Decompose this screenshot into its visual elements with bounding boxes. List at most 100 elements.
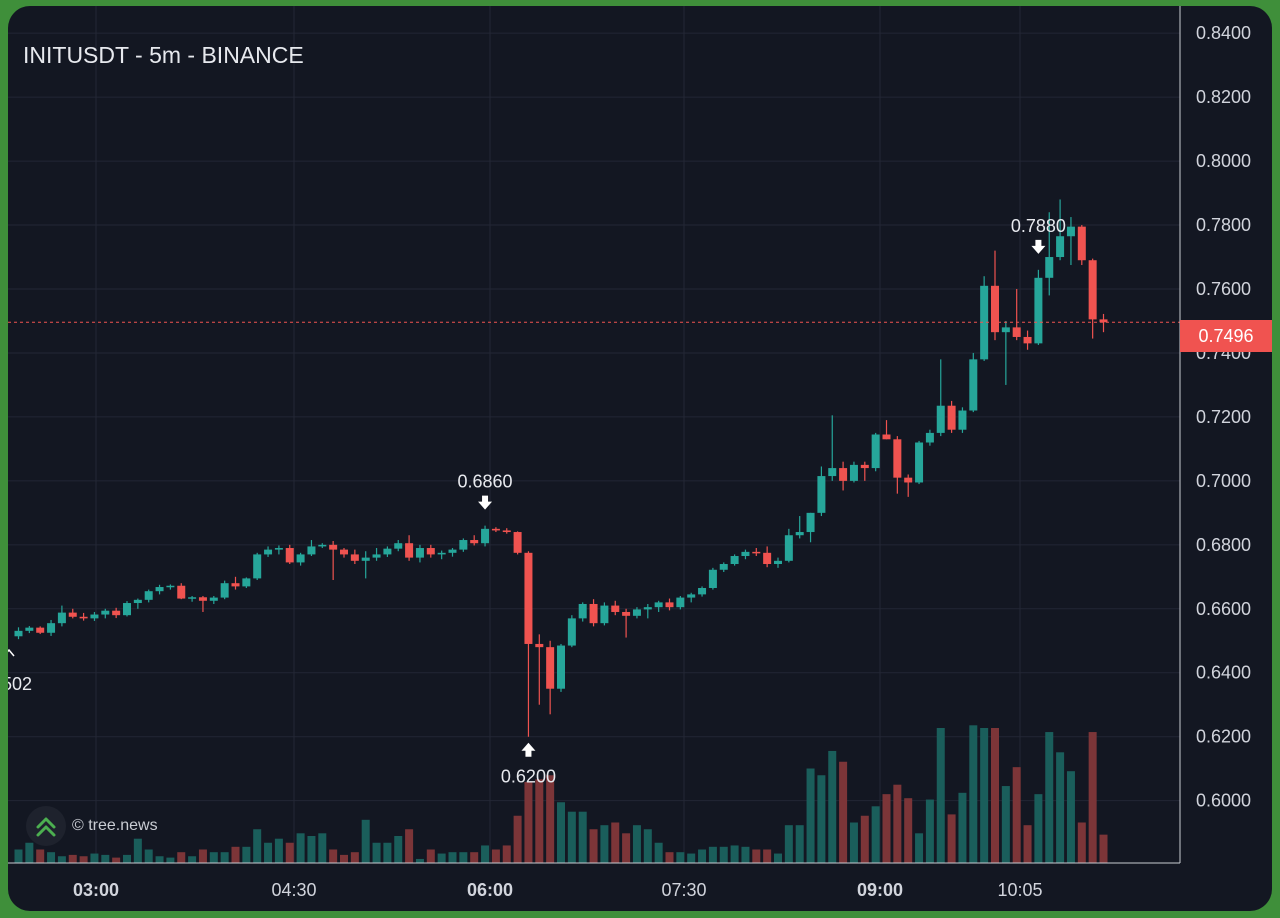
candle-body bbox=[1077, 226, 1086, 261]
volume-bar bbox=[687, 853, 696, 863]
candle-body bbox=[372, 554, 381, 558]
candle-body bbox=[567, 618, 576, 646]
high-annotation-label: 0.7880 bbox=[1011, 216, 1066, 236]
candle-body bbox=[340, 549, 348, 555]
volume-bar bbox=[14, 849, 23, 863]
volume-bar bbox=[860, 815, 869, 863]
candle-body bbox=[361, 557, 370, 561]
candle-body bbox=[632, 609, 641, 616]
candle-body bbox=[57, 612, 66, 624]
candle-body bbox=[274, 548, 283, 550]
volume-bars bbox=[14, 725, 1108, 863]
volume-bar bbox=[1034, 794, 1043, 863]
candle-body bbox=[166, 585, 175, 588]
candle-body bbox=[828, 468, 837, 477]
candle-body bbox=[177, 585, 186, 599]
candle-body bbox=[144, 591, 153, 600]
volume-bar bbox=[600, 825, 609, 863]
candle-body bbox=[958, 410, 967, 430]
candle-body bbox=[730, 556, 739, 565]
candle-body bbox=[383, 548, 392, 555]
volume-bar bbox=[741, 846, 750, 863]
candle-body bbox=[752, 551, 761, 554]
annotations: 0.6860 0.6200 0.7880 502 bbox=[8, 216, 1066, 787]
candle-body bbox=[578, 603, 587, 619]
volume-bar bbox=[177, 852, 186, 863]
candle-body bbox=[611, 605, 620, 612]
volume-bar bbox=[752, 849, 761, 863]
volume-bar bbox=[1023, 825, 1032, 863]
candle-body bbox=[698, 587, 707, 595]
candle-body bbox=[1012, 327, 1021, 337]
volume-bar bbox=[654, 842, 663, 863]
candle-body bbox=[817, 476, 826, 513]
volume-bar bbox=[665, 852, 674, 863]
y-tick-label: 0.6600 bbox=[1196, 599, 1251, 619]
volume-bar bbox=[68, 854, 77, 863]
y-tick-label: 0.7800 bbox=[1196, 215, 1251, 235]
volume-bar bbox=[904, 798, 913, 863]
volume-bar bbox=[991, 728, 999, 863]
candle-body bbox=[546, 647, 555, 689]
candle-body bbox=[220, 583, 229, 598]
volume-bar bbox=[459, 852, 468, 863]
candle-body bbox=[1001, 327, 1010, 333]
candle-body bbox=[1045, 257, 1054, 278]
volume-bar bbox=[36, 849, 45, 863]
volume-bar bbox=[643, 829, 652, 863]
candle-body bbox=[589, 603, 598, 624]
volume-bar bbox=[491, 849, 500, 863]
volume-bar bbox=[372, 842, 381, 863]
x-tick-label: 07:30 bbox=[661, 880, 706, 900]
grid bbox=[8, 6, 1180, 863]
volume-bar bbox=[774, 853, 782, 863]
volume-bar bbox=[513, 815, 522, 863]
volume-bar bbox=[112, 857, 121, 863]
volume-bar bbox=[405, 829, 414, 863]
volume-bar bbox=[318, 833, 327, 863]
candle-body bbox=[1066, 226, 1075, 237]
candle-body bbox=[882, 434, 891, 440]
candle-body bbox=[535, 643, 544, 648]
candle-body bbox=[36, 627, 45, 633]
x-tick-label: 10:05 bbox=[997, 880, 1042, 900]
volume-bar bbox=[1066, 771, 1075, 863]
candle-body bbox=[600, 605, 609, 624]
chart-title: INITUSDT - 5m - BINANCE bbox=[23, 42, 304, 68]
volume-bar bbox=[969, 725, 978, 863]
volume-bar bbox=[274, 838, 283, 863]
volume-bar bbox=[589, 829, 598, 863]
volume-bar bbox=[611, 822, 620, 863]
volume-bar bbox=[980, 728, 989, 863]
volume-bar bbox=[383, 842, 392, 863]
volume-bar bbox=[25, 842, 34, 863]
volume-bar bbox=[1077, 822, 1086, 863]
axes: 0.84000.82000.80000.78000.76000.74000.72… bbox=[8, 6, 1251, 900]
candle-body bbox=[448, 549, 457, 553]
candle-body bbox=[980, 285, 989, 360]
volume-bar bbox=[784, 825, 793, 863]
candle-body bbox=[68, 612, 77, 617]
candle-body bbox=[350, 554, 359, 561]
volume-bar bbox=[1099, 834, 1108, 863]
volume-bar bbox=[231, 846, 240, 863]
candle-body bbox=[643, 607, 652, 610]
volume-bar bbox=[329, 849, 338, 863]
down-arrow-icon bbox=[1031, 239, 1046, 254]
candle-body bbox=[415, 548, 424, 558]
candle-body bbox=[991, 285, 999, 333]
x-tick-label: 03:00 bbox=[73, 880, 119, 900]
volume-bar bbox=[209, 852, 218, 863]
candlestick-chart[interactable]: 0.84000.82000.80000.78000.76000.74000.72… bbox=[8, 6, 1272, 911]
volume-bar bbox=[632, 825, 641, 863]
volume-bar bbox=[264, 842, 273, 863]
x-tick-label: 04:30 bbox=[271, 880, 316, 900]
volume-bar bbox=[698, 849, 707, 863]
candle-body bbox=[676, 597, 685, 608]
volume-bar bbox=[285, 842, 294, 863]
volume-bar bbox=[676, 852, 685, 863]
volume-bar bbox=[1045, 732, 1054, 863]
current-price-label: 0.7496 bbox=[1180, 320, 1272, 352]
volume-bar bbox=[557, 802, 565, 863]
candle-body bbox=[665, 602, 674, 608]
